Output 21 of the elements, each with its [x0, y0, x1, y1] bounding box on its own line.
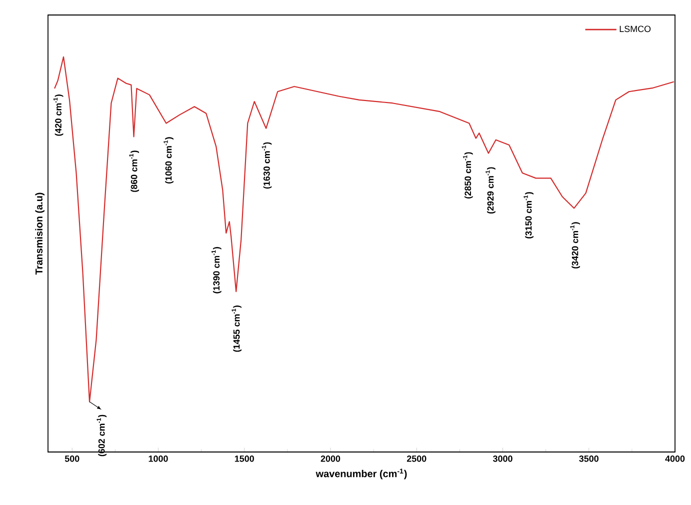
x-tick-label: 500 — [64, 456, 80, 462]
annotation: (3420 cm$^{-1}$) — [570, 222, 580, 268]
annotation: (1455 cm$^{-1}$) — [232, 306, 242, 352]
x-tick-label: 3000 — [492, 456, 512, 462]
annotation: (3150 cm$^{-1}$) — [524, 192, 534, 238]
x-tick-label: 1000 — [148, 456, 168, 462]
x-tick-label: 1500 — [234, 456, 254, 462]
annotation: (860 cm$^{-1}$) — [129, 150, 140, 192]
x-tick-label: 2000 — [320, 456, 340, 462]
annotation: (2929 cm$^{-1}$) — [486, 167, 496, 214]
annotation: (1060 cm$^{-1}$) — [164, 137, 174, 184]
x-tick-label: 3500 — [579, 456, 598, 462]
annotation: (420 cm$^{-1}$) — [53, 94, 64, 136]
x-axis-title: wavenumber (cm$^{-1}$) — [316, 468, 407, 480]
legend-label: LSMCO — [620, 26, 651, 32]
x-tick-label: 4000 — [665, 456, 685, 462]
x-tick-label: 2500 — [406, 456, 426, 462]
y-axis-title: Transmision (a.u) — [35, 192, 44, 275]
annotation: (1630 cm$^{-1}$) — [262, 142, 272, 189]
annotation: (1390 cm$^{-1}$) — [212, 247, 222, 294]
annotation: (2850 cm$^{-1}$) — [463, 152, 473, 198]
